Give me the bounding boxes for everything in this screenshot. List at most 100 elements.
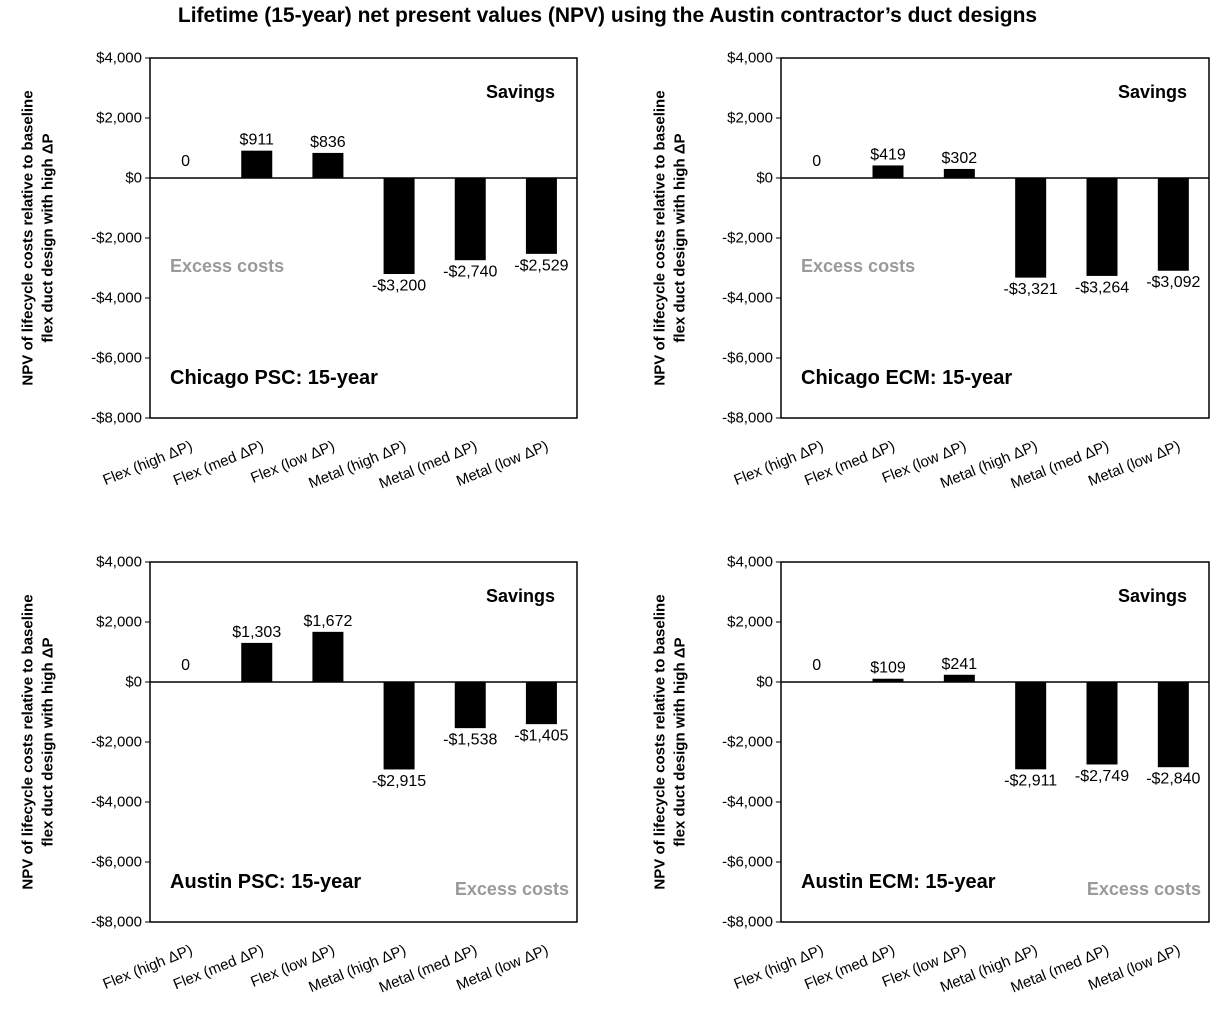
data-label-6: -$2,529 bbox=[514, 257, 568, 274]
data-label-2: $911 bbox=[240, 132, 275, 149]
data-label-1: 0 bbox=[812, 153, 821, 170]
y-tick-label: -$2,000 bbox=[91, 734, 142, 751]
data-label-4: -$3,200 bbox=[372, 277, 426, 294]
y-tick-label: -$4,000 bbox=[91, 794, 142, 811]
y-tick-label: -$8,000 bbox=[91, 914, 142, 931]
plot-frame bbox=[780, 561, 1210, 923]
data-label-3: $302 bbox=[942, 150, 978, 167]
austin-psc-panel: NPV of lifecycle costs relative to basel… bbox=[20, 554, 578, 996]
y-tick-label: -$2,000 bbox=[722, 230, 773, 247]
data-label-5: -$2,749 bbox=[1075, 768, 1129, 785]
y-tick-label: -$4,000 bbox=[91, 290, 142, 307]
bar-5 bbox=[1086, 682, 1118, 765]
data-label-4: -$2,911 bbox=[1004, 773, 1057, 790]
data-label-4: -$2,915 bbox=[372, 773, 426, 790]
data-label-6: -$2,840 bbox=[1146, 771, 1200, 788]
y-tick-label: $2,000 bbox=[727, 110, 773, 127]
y-tick-label: $4,000 bbox=[727, 50, 773, 67]
y-tick-label: -$8,000 bbox=[722, 410, 773, 427]
panel-label: Chicago ECM: 15-year bbox=[801, 367, 1012, 389]
data-label-5: -$2,740 bbox=[443, 264, 497, 281]
y-tick-label: $0 bbox=[756, 674, 773, 691]
data-label-1: 0 bbox=[181, 153, 190, 170]
y-tick-label: -$6,000 bbox=[722, 854, 773, 871]
excess-costs-annotation: Excess costs bbox=[170, 256, 284, 276]
y-tick-label: $2,000 bbox=[96, 110, 142, 127]
y-tick-label: -$6,000 bbox=[91, 854, 142, 871]
y-axis-title-line-1: NPV of lifecycle costs relative to basel… bbox=[652, 594, 669, 889]
panel-label: Austin ECM: 15-year bbox=[801, 871, 996, 893]
data-label-1: 0 bbox=[181, 657, 190, 674]
savings-annotation: Savings bbox=[486, 586, 555, 606]
chicago-ecm-panel: NPV of lifecycle costs relative to basel… bbox=[652, 50, 1210, 492]
y-axis-title-line-1: NPV of lifecycle costs relative to basel… bbox=[652, 90, 669, 385]
plot-frame bbox=[149, 57, 578, 419]
data-label-3: $241 bbox=[942, 656, 978, 673]
y-axis-title-line-2: flex duct design with high ΔP bbox=[672, 637, 689, 846]
bar-6 bbox=[1157, 682, 1189, 768]
plot-frame bbox=[149, 561, 578, 923]
excess-costs-annotation: Excess costs bbox=[455, 879, 569, 899]
page-title: Lifetime (15-year) net present values (N… bbox=[177, 4, 1038, 27]
bar-3 bbox=[312, 631, 344, 682]
bar-6 bbox=[525, 178, 557, 254]
data-label-6: -$3,092 bbox=[1146, 274, 1200, 291]
y-tick-label: $2,000 bbox=[727, 614, 773, 631]
bar-4 bbox=[1015, 682, 1047, 770]
y-tick-label: $2,000 bbox=[96, 614, 142, 631]
y-tick-label: -$4,000 bbox=[722, 290, 773, 307]
bar-3 bbox=[312, 152, 344, 178]
data-label-2: $109 bbox=[870, 660, 906, 677]
y-axis-title-line-1: NPV of lifecycle costs relative to basel… bbox=[20, 90, 37, 385]
y-tick-label: $0 bbox=[756, 170, 773, 187]
bar-5 bbox=[454, 178, 486, 261]
bar-2 bbox=[241, 150, 273, 178]
y-tick-label: -$6,000 bbox=[91, 350, 142, 367]
y-axis-title-line-2: flex duct design with high ΔP bbox=[40, 637, 57, 846]
data-label-6: -$1,405 bbox=[514, 728, 568, 745]
data-label-1: 0 bbox=[812, 657, 821, 674]
bar-6 bbox=[1157, 178, 1189, 271]
excess-costs-annotation: Excess costs bbox=[801, 256, 915, 276]
bar-3 bbox=[943, 674, 975, 682]
data-label-2: $1,303 bbox=[232, 624, 281, 641]
data-label-2: $419 bbox=[870, 146, 906, 163]
y-tick-label: -$8,000 bbox=[91, 410, 142, 427]
bar-2 bbox=[872, 678, 904, 682]
excess-costs-annotation: Excess costs bbox=[1087, 879, 1201, 899]
data-label-3: $836 bbox=[310, 134, 346, 151]
data-label-4: -$3,321 bbox=[1004, 281, 1058, 298]
y-tick-label: -$2,000 bbox=[722, 734, 773, 751]
bar-4 bbox=[383, 682, 415, 770]
y-axis-title-line-1: NPV of lifecycle costs relative to basel… bbox=[20, 594, 37, 889]
savings-annotation: Savings bbox=[1118, 82, 1187, 102]
bar-2 bbox=[872, 165, 904, 178]
y-tick-label: $0 bbox=[125, 170, 142, 187]
y-axis-title-line-2: flex duct design with high ΔP bbox=[672, 133, 689, 342]
y-tick-label: -$6,000 bbox=[722, 350, 773, 367]
y-tick-label: $4,000 bbox=[96, 554, 142, 571]
y-tick-label: -$8,000 bbox=[722, 914, 773, 931]
bar-2 bbox=[241, 642, 273, 682]
y-tick-label: -$4,000 bbox=[722, 794, 773, 811]
panel-label: Chicago PSC: 15-year bbox=[170, 367, 378, 389]
bar-5 bbox=[454, 682, 486, 729]
y-tick-label: $0 bbox=[125, 674, 142, 691]
chicago-psc-panel: NPV of lifecycle costs relative to basel… bbox=[20, 50, 578, 492]
y-tick-label: $4,000 bbox=[727, 554, 773, 571]
y-tick-label: $4,000 bbox=[96, 50, 142, 67]
panel-label: Austin PSC: 15-year bbox=[170, 871, 361, 893]
bar-3 bbox=[943, 168, 975, 178]
y-tick-label: -$2,000 bbox=[91, 230, 142, 247]
bar-6 bbox=[525, 682, 557, 725]
savings-annotation: Savings bbox=[486, 82, 555, 102]
plot-frame bbox=[780, 57, 1210, 419]
bar-4 bbox=[383, 178, 415, 274]
austin-ecm-panel: NPV of lifecycle costs relative to basel… bbox=[652, 554, 1210, 996]
y-axis-title-line-2: flex duct design with high ΔP bbox=[40, 133, 57, 342]
savings-annotation: Savings bbox=[1118, 586, 1187, 606]
bar-4 bbox=[1015, 178, 1047, 278]
data-label-5: -$3,264 bbox=[1075, 279, 1129, 296]
data-label-3: $1,672 bbox=[303, 613, 352, 630]
